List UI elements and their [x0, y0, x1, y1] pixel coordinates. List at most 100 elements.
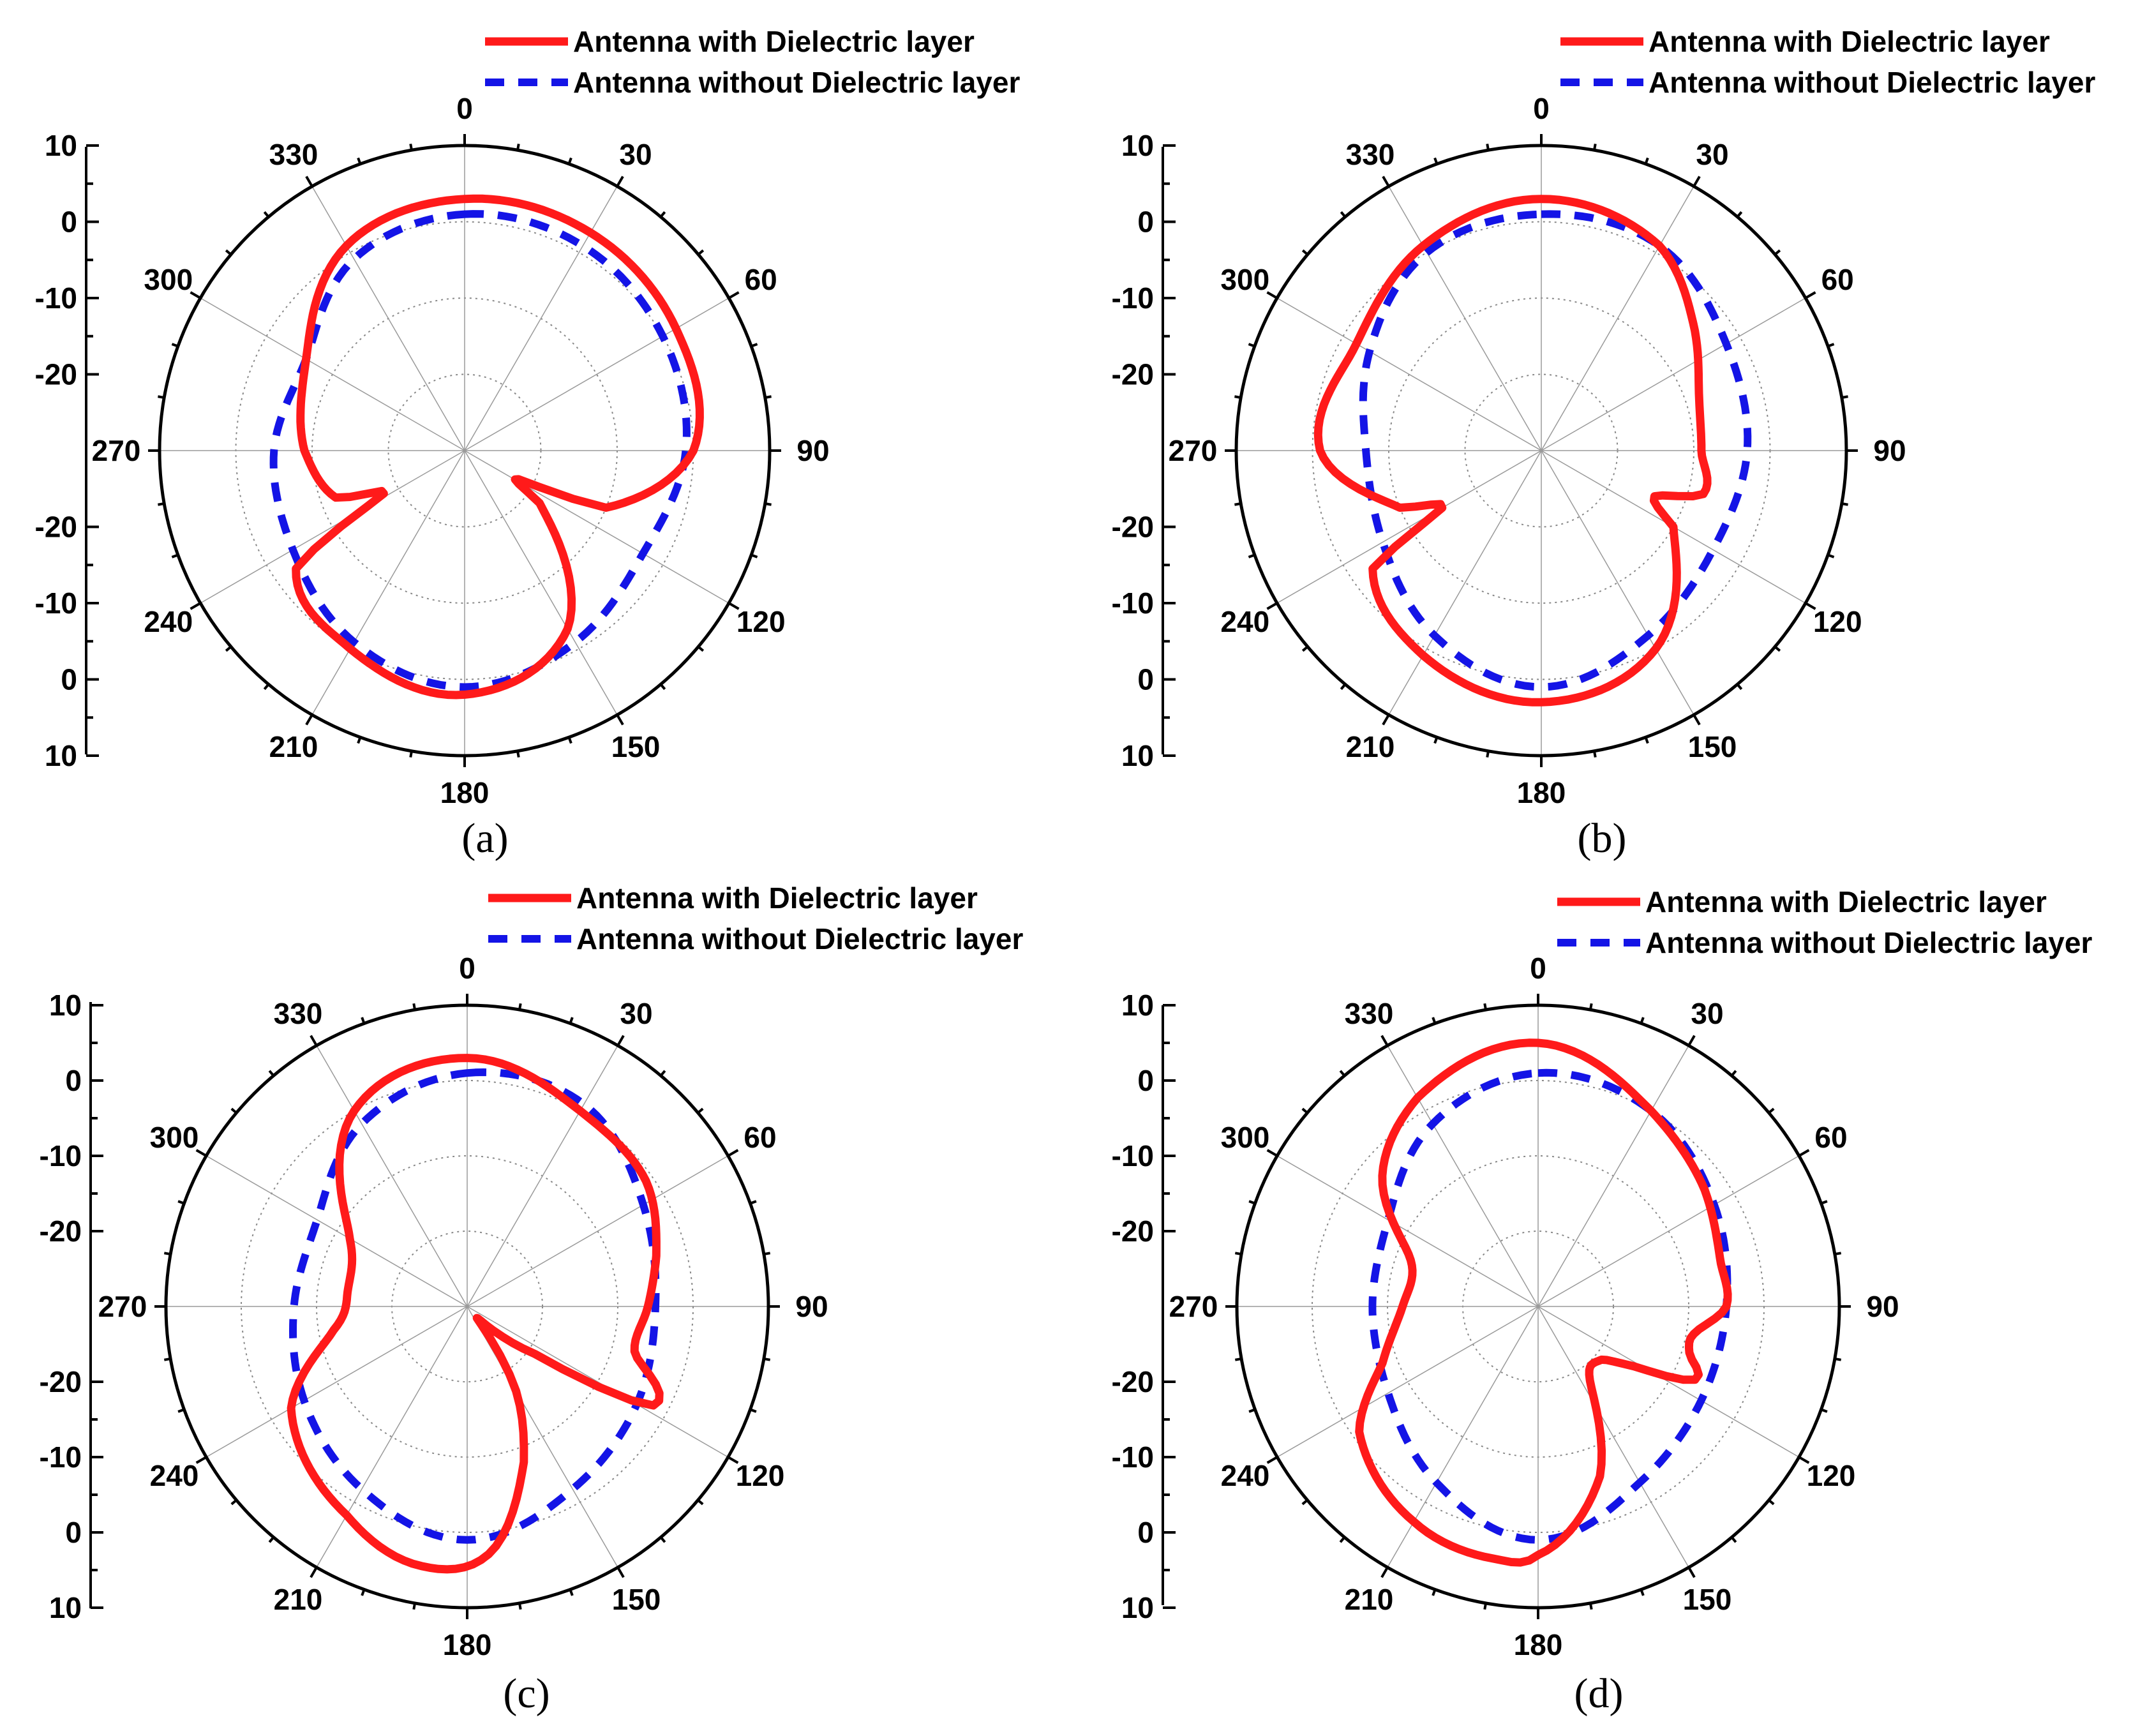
angle-tick-mark: [357, 157, 362, 165]
angle-tick-mark: [409, 144, 413, 151]
angle-tick-label: 120: [737, 605, 786, 638]
angle-tick-mark: [763, 1252, 771, 1256]
angle-tick-label: 30: [1696, 138, 1728, 171]
angle-tick-mark: [158, 395, 165, 399]
panel-label: (d): [1574, 1670, 1624, 1717]
angle-tick-mark: [1432, 1589, 1437, 1596]
series-with-dielectric-line: [1355, 1038, 1732, 1567]
angle-tick-mark: [1593, 751, 1597, 758]
angle-tick-mark: [1644, 737, 1649, 744]
radial-tick-label: -10: [1112, 587, 1154, 620]
angle-tick-label: 180: [443, 1628, 492, 1661]
angle-tick-mark: [1774, 249, 1781, 256]
series-without-dielectric-line: [1359, 210, 1752, 691]
angle-tick-mark: [1380, 1035, 1389, 1047]
grid-spoke: [1537, 1155, 1800, 1307]
angle-tick-label: 330: [1346, 138, 1395, 171]
grid-spoke: [311, 186, 465, 451]
angle-tick-mark: [409, 751, 413, 758]
angle-tick-mark: [765, 395, 772, 399]
angle-tick-label: 210: [269, 730, 318, 763]
angle-tick-label: 60: [745, 263, 777, 296]
angle-tick-label: 0: [1533, 92, 1550, 125]
angle-tick-mark: [1248, 343, 1255, 348]
angle-tick-label: 30: [620, 997, 652, 1030]
angle-tick-mark: [1768, 1107, 1775, 1114]
angle-tick-mark: [569, 1017, 574, 1024]
grid-spoke: [206, 1155, 468, 1307]
radial-tick-label: -20: [1112, 358, 1154, 391]
angle-tick-mark: [659, 1070, 666, 1077]
radial-tick-label: -10: [35, 587, 77, 620]
angle-tick-mark: [1340, 211, 1347, 218]
angle-tick-label: 60: [744, 1121, 776, 1154]
angle-tick-mark: [1486, 751, 1490, 758]
angle-tick-label: 300: [1221, 1121, 1270, 1154]
angle-tick-mark: [765, 502, 772, 506]
angle-tick-mark: [1339, 1070, 1346, 1077]
series-with-dielectric-line: [1313, 195, 1712, 707]
grid-spoke: [1276, 450, 1542, 604]
angle-tick-mark: [617, 1566, 625, 1578]
angle-tick-label: 150: [1683, 1583, 1732, 1616]
legend-label-with: Antenna with Dielectric layer: [1649, 25, 2050, 58]
angle-tick-mark: [1798, 1456, 1810, 1464]
grid-spoke: [1537, 1306, 1800, 1458]
angle-tick-mark: [659, 683, 666, 691]
angle-tick-label: 180: [1517, 776, 1566, 809]
legend-label-with: Antenna with Dielectric layer: [576, 881, 978, 915]
angle-tick-mark: [305, 714, 313, 726]
angle-tick-mark: [1266, 1149, 1278, 1157]
grid-spoke: [1387, 1306, 1539, 1568]
angle-tick-mark: [1841, 502, 1848, 506]
angle-tick-label: 300: [1220, 263, 1269, 296]
grid-spoke: [200, 450, 465, 604]
radial-tick-label: 0: [1137, 1064, 1154, 1097]
radial-tick-label: 10: [1121, 129, 1154, 162]
angle-tick-mark: [1827, 553, 1835, 558]
radial-tick-label: -10: [40, 1139, 82, 1172]
grid-spoke: [1541, 297, 1806, 451]
angle-tick-mark: [567, 737, 572, 744]
radial-tick-label: -10: [1112, 281, 1154, 315]
angle-tick-label: 210: [1345, 1583, 1394, 1616]
angle-tick-mark: [1266, 1456, 1278, 1464]
angle-tick-mark: [1644, 157, 1649, 165]
angle-tick-mark: [1730, 1536, 1737, 1543]
radial-tick-label: -20: [35, 511, 77, 544]
angle-tick-mark: [763, 1357, 771, 1361]
angle-tick-mark: [195, 1149, 207, 1157]
radial-tick-label: 0: [1137, 1516, 1154, 1549]
angle-tick-mark: [190, 291, 202, 299]
radial-tick-label: -10: [40, 1440, 82, 1474]
angle-tick-mark: [412, 1603, 417, 1610]
panel-d: 0 30 60 90 120 150 180 210 240 270 300 330 10 0 -10 -20…: [1112, 885, 2093, 1717]
angle-tick-label: 270: [1169, 1290, 1218, 1323]
angle-tick-mark: [1301, 1499, 1308, 1506]
angle-tick-mark: [1693, 176, 1701, 188]
angle-tick-mark: [1730, 1070, 1737, 1077]
angle-tick-label: 0: [459, 952, 475, 985]
angle-tick-mark: [195, 1456, 207, 1464]
angle-tick-mark: [616, 176, 624, 188]
angle-tick-mark: [1301, 645, 1309, 652]
series-with-dielectric-line: [292, 194, 704, 700]
angle-tick-mark: [357, 737, 362, 744]
radial-tick-label: -20: [1112, 1215, 1154, 1248]
grid-spoke: [316, 1306, 468, 1568]
angle-tick-mark: [1804, 291, 1816, 299]
angle-tick-mark: [190, 602, 202, 610]
angle-tick-mark: [268, 1070, 275, 1077]
grid-spoke: [467, 1045, 618, 1307]
grid-spoke: [1276, 1155, 1539, 1307]
angle-tick-mark: [1640, 1017, 1645, 1024]
angle-tick-label: 90: [1873, 434, 1906, 467]
angle-tick-mark: [1798, 1149, 1810, 1157]
angle-tick-label: 300: [150, 1121, 199, 1154]
angle-tick-mark: [230, 1499, 237, 1506]
radial-tick-label: 10: [45, 739, 77, 772]
angle-tick-label: 0: [1530, 952, 1546, 985]
angle-tick-mark: [1687, 1035, 1696, 1047]
angle-tick-mark: [1339, 1536, 1346, 1543]
angle-tick-mark: [697, 645, 705, 652]
